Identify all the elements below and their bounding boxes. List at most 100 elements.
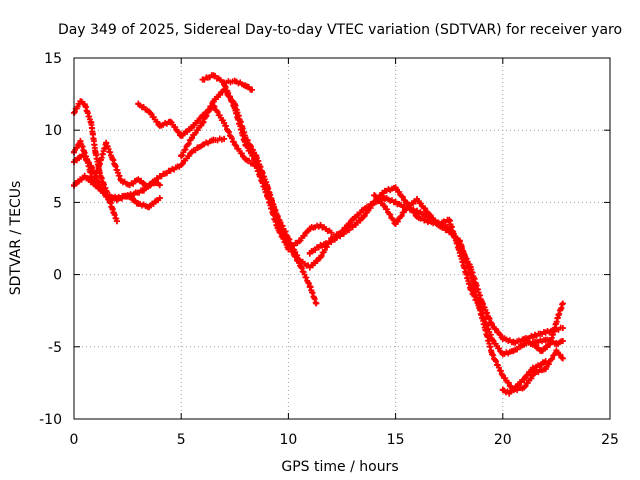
data-point [349, 223, 356, 230]
x-tick-label: 15 [387, 432, 405, 448]
data-point [188, 124, 195, 131]
data-point [122, 193, 129, 200]
data-point [188, 134, 195, 141]
data-point [392, 199, 399, 206]
data-point [392, 184, 399, 191]
data-point [529, 340, 536, 347]
axis-ticks: 0 5 10 15 20 25 -10 -5 0 5 10 15 [39, 51, 619, 448]
grid [74, 58, 610, 419]
data-point [118, 177, 125, 184]
y-axis-label: SDTVAR / TECUs [8, 181, 24, 296]
y-tick-label: 10 [44, 123, 62, 139]
data-point [456, 238, 463, 245]
x-tick-label: 20 [494, 432, 512, 448]
data-point [96, 182, 103, 189]
data-point [88, 119, 95, 126]
data-point [221, 119, 228, 126]
data-point [210, 72, 217, 79]
data-point [542, 329, 549, 336]
data-point [156, 195, 163, 202]
data-point [199, 119, 206, 126]
data-point [146, 203, 153, 210]
data-point [424, 218, 431, 225]
data-point [328, 238, 335, 245]
data-point [512, 384, 519, 391]
data-point [156, 173, 163, 180]
data-point [529, 365, 536, 372]
data-point [546, 340, 553, 347]
data-point [210, 137, 217, 144]
x-tick-label: 25 [601, 432, 619, 448]
data-point [538, 361, 545, 368]
data-point [109, 206, 116, 213]
data-point [521, 375, 528, 382]
data-point [478, 312, 485, 319]
data-point [403, 205, 410, 212]
series-track-3 [71, 172, 163, 211]
data-point [146, 108, 153, 115]
data-point [381, 195, 388, 202]
data-point [555, 312, 562, 319]
data-point [317, 254, 324, 261]
data-point [285, 235, 292, 242]
data-point [77, 98, 84, 105]
series-track-11 [499, 358, 549, 397]
data-point [296, 238, 303, 245]
data-point [424, 209, 431, 216]
data-point [381, 203, 388, 210]
data-point [510, 348, 517, 355]
data-point [113, 218, 120, 225]
data-point [167, 167, 174, 174]
data-point [328, 229, 335, 236]
y-tick-label: -5 [48, 340, 62, 356]
data-point [553, 348, 560, 355]
y-tick-label: 5 [53, 195, 62, 211]
series-markers [371, 192, 566, 394]
plot-frame [73, 57, 611, 420]
data-point [96, 160, 103, 167]
data-point [135, 200, 142, 207]
data-point [521, 336, 528, 343]
data-point [371, 199, 378, 206]
series-markers [306, 184, 566, 358]
data-point [489, 336, 496, 343]
data-point [446, 228, 453, 235]
data-point [360, 213, 367, 220]
data-point [188, 148, 195, 155]
data-point [542, 358, 549, 365]
data-point [178, 132, 185, 139]
data-point [231, 141, 238, 148]
series-track-12 [521, 300, 566, 355]
data-point [109, 156, 116, 163]
y-tick-label: -10 [39, 412, 62, 428]
data-point [92, 148, 99, 155]
data-point [506, 390, 513, 397]
data-point [79, 151, 86, 158]
x-tick-label: 0 [70, 432, 79, 448]
data-point [248, 86, 255, 93]
data-point [178, 153, 185, 160]
x-tick-label: 10 [279, 432, 297, 448]
data-point [199, 76, 206, 83]
y-tick-label: 0 [53, 268, 62, 284]
data-point [306, 283, 313, 290]
data-point [499, 351, 506, 358]
data-point [499, 372, 506, 379]
data-point [542, 365, 549, 372]
data-point [103, 140, 110, 147]
data-point [135, 101, 142, 108]
data-point [242, 82, 249, 89]
data-point [274, 213, 281, 220]
data-point [559, 300, 566, 307]
data-point [253, 158, 260, 165]
data-point [467, 286, 474, 293]
data-point [306, 249, 313, 256]
data-point [148, 180, 155, 187]
data-point [306, 225, 313, 232]
data-point [105, 196, 112, 203]
data-point [263, 184, 270, 191]
data-point [531, 332, 538, 339]
data-point [559, 338, 566, 345]
data-point [489, 351, 496, 358]
